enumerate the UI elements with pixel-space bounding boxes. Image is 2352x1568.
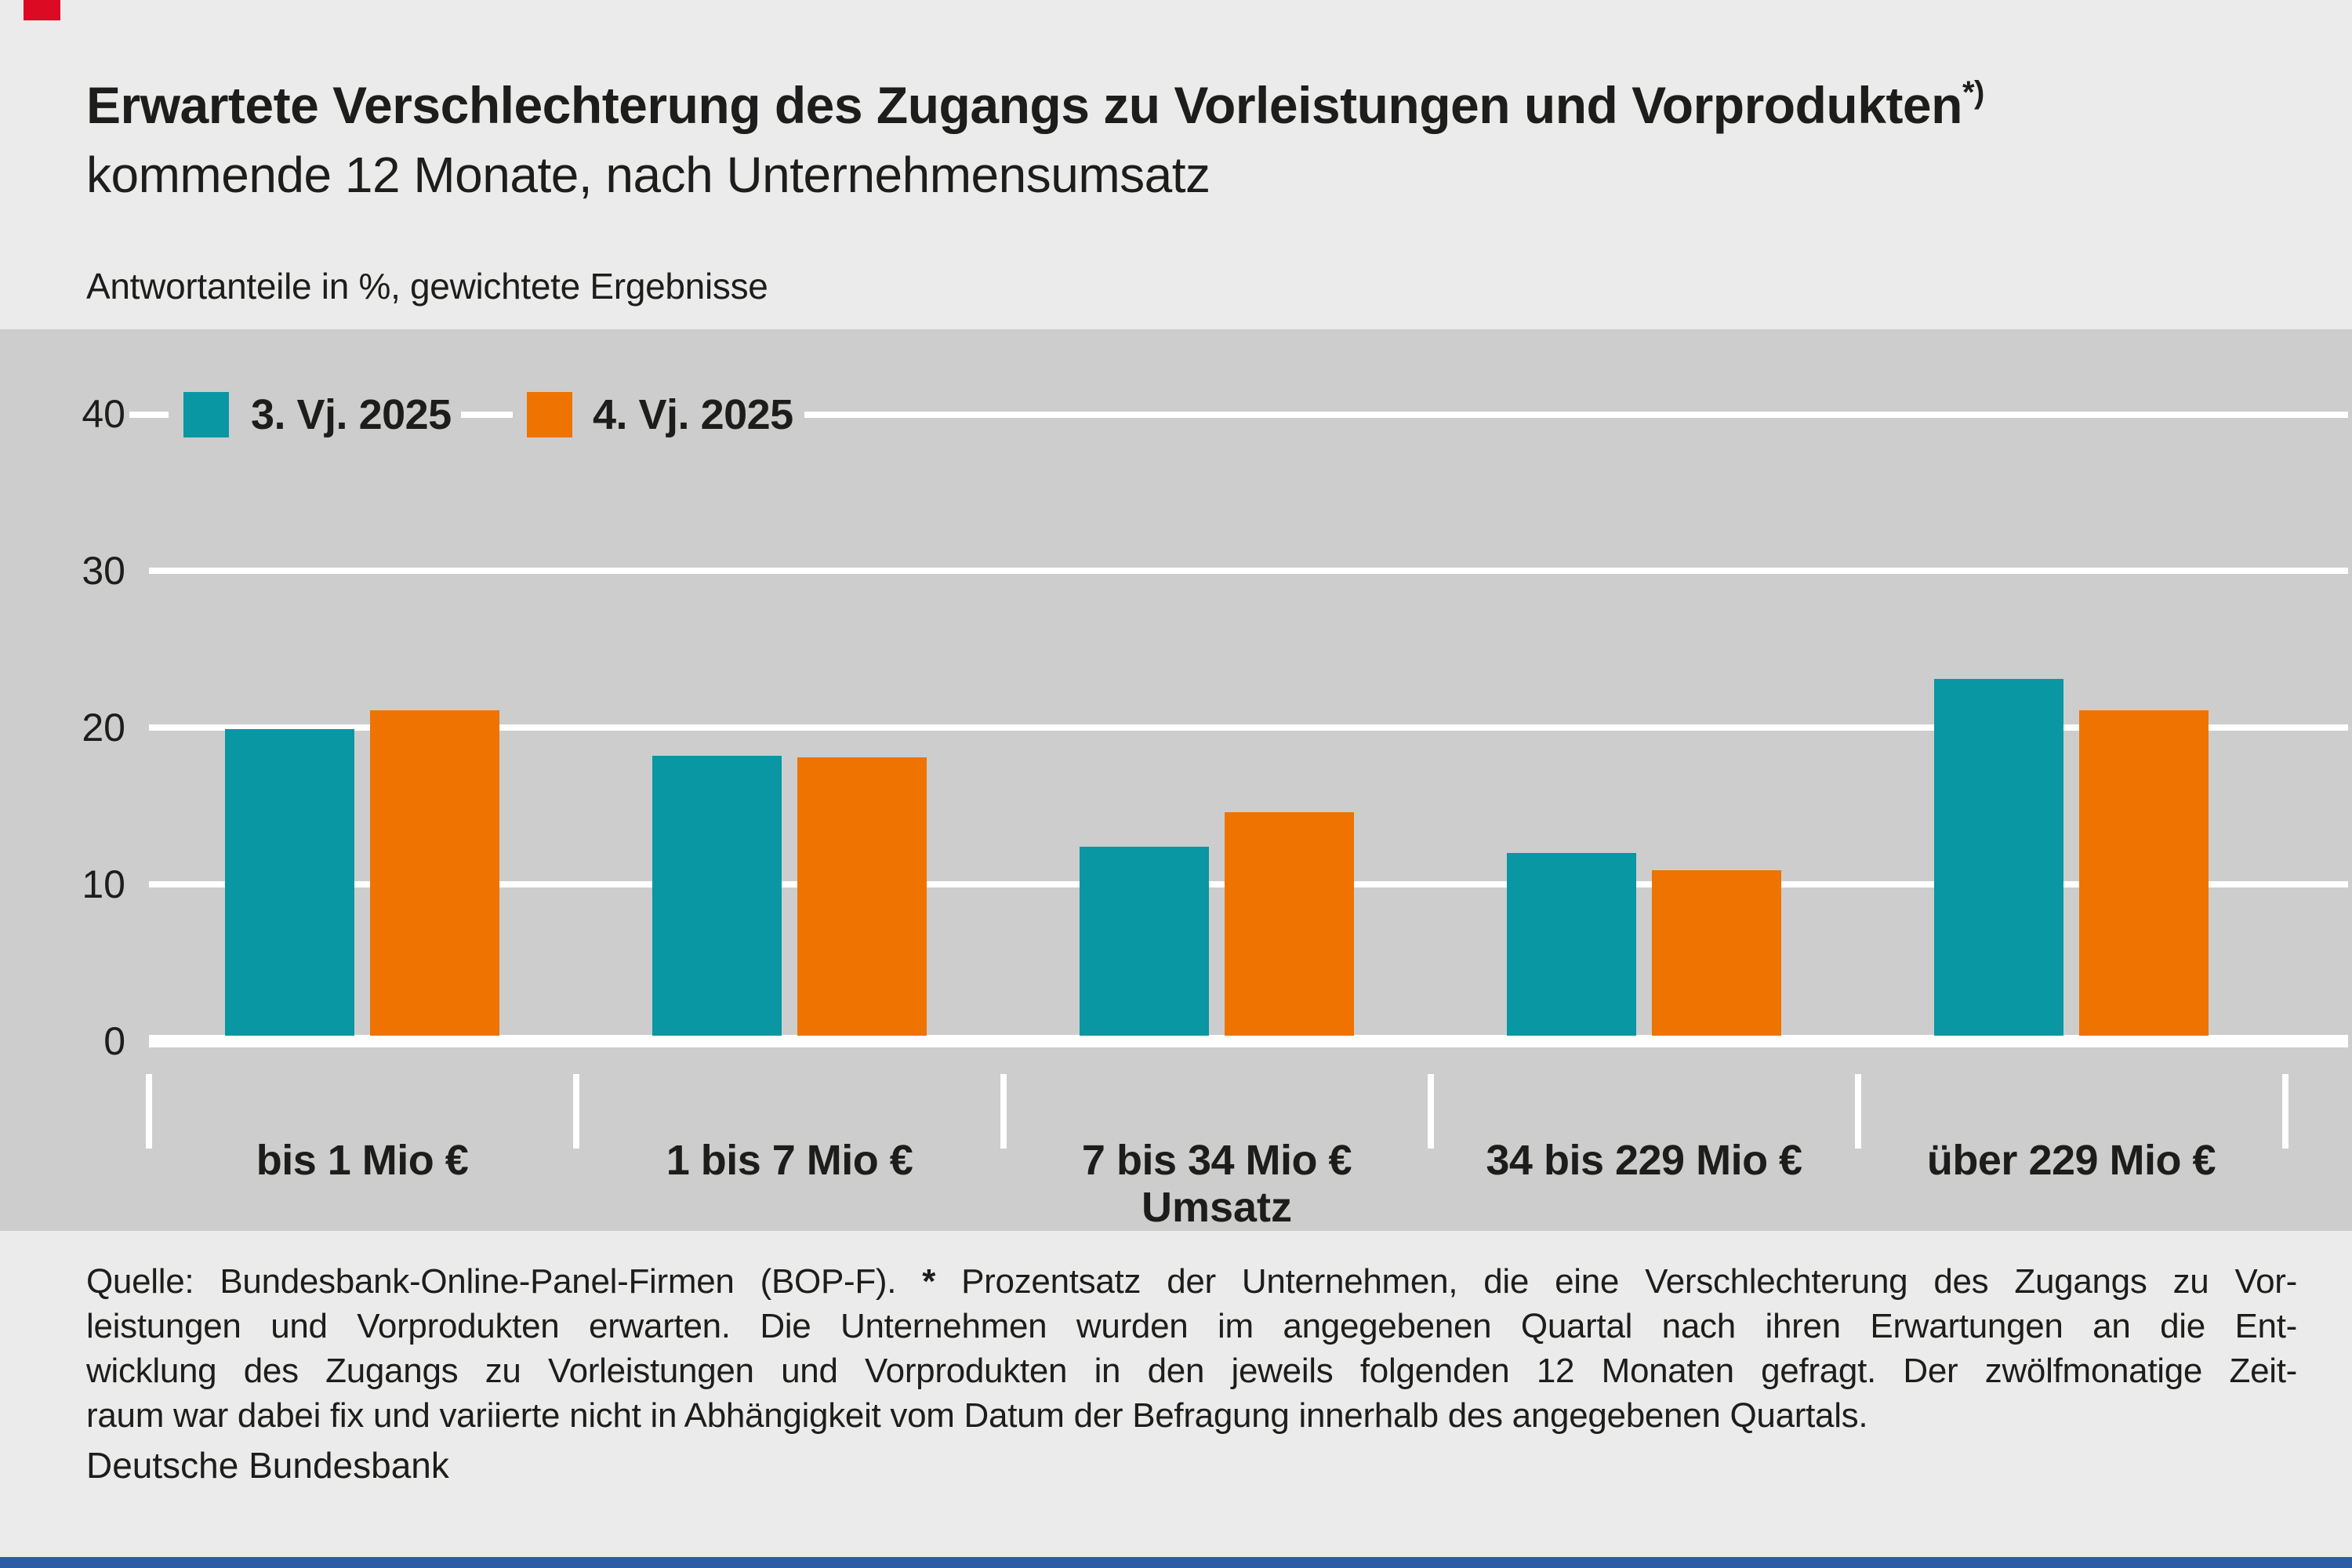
source-text: Prozentsatz der Unternehmen, die eine Ve… (935, 1262, 2297, 1301)
source-line: raum war dabei fix und variierte nicht i… (86, 1396, 1868, 1435)
gridline-20 (149, 724, 2348, 731)
source-line: wicklung des Zugangs zu Vorleistungen un… (86, 1352, 2297, 1390)
category-label-4: über 229 Mio € (1926, 1137, 2216, 1184)
y-axis-label-10: 10 (82, 862, 125, 906)
chart-title-text: Erwartete Verschlechterung des Zugangs z… (86, 76, 1962, 134)
gridline-segment (804, 412, 2348, 418)
gridline-segment (461, 412, 513, 418)
chart-title: Erwartete Verschlechterung des Zugangs z… (86, 75, 1984, 135)
bar-3-vj-2025-2 (1080, 847, 1209, 1036)
source-line: leistungen und Vorprodukten erwarten. Di… (86, 1307, 2297, 1345)
bar-4-vj-2025-3 (1652, 870, 1781, 1036)
bar-4-vj-2025-2 (1225, 812, 1354, 1036)
bar-3-vj-2025-1 (652, 756, 782, 1036)
source-note: Quelle: Bundesbank-Online-Panel-Firmen (… (86, 1259, 2297, 1438)
bar-3-vj-2025-4 (1934, 679, 2063, 1036)
tick-separator-4 (1855, 1074, 1861, 1149)
legend-label-q3-2025: 3. Vj. 2025 (251, 391, 452, 438)
category-label-0: bis 1 Mio € (256, 1137, 469, 1184)
category-label-2: 7 bis 34 Mio € (1081, 1137, 1352, 1184)
plot-area: 3. Vj. 2025 4. Vj. 2025 Umsatz 0 10 20 30 40… (0, 329, 2352, 1231)
tick-separator-0 (146, 1074, 152, 1149)
unit-label: Antwortanteile in %, gewichtete Ergebnis… (86, 266, 768, 307)
legend-label-q4-2025: 4. Vj. 2025 (593, 391, 793, 438)
y-axis-label-20: 20 (82, 706, 125, 750)
bottom-accent-bar (0, 1557, 2352, 1568)
bar-3-vj-2025-3 (1507, 853, 1636, 1036)
category-label-1: 1 bis 7 Mio € (666, 1137, 913, 1184)
legend-swatch-q4-2025 (527, 392, 572, 437)
bar-4-vj-2025-0 (370, 710, 499, 1036)
gridline-segment (129, 412, 169, 418)
source-text: Quelle: Bundesbank-Online-Panel-Firmen (… (86, 1262, 923, 1301)
publisher-label: Deutsche Bundesbank (86, 1445, 449, 1486)
bundesbank-brand-mark (24, 0, 60, 20)
source-line: Quelle: Bundesbank-Online-Panel-Firmen (… (86, 1259, 2297, 1304)
legend-swatch-q3-2025 (183, 392, 229, 437)
chart-title-footnote-marker: *) (1962, 75, 1984, 110)
chart-subtitle: kommende 12 Monate, nach Unternehmensums… (86, 147, 1210, 203)
footnote-asterisk: * (922, 1262, 936, 1301)
tick-separator-1 (573, 1074, 579, 1149)
y-axis-label-0: 0 (103, 1019, 125, 1063)
y-axis-label-30: 30 (82, 549, 125, 593)
gridline-30 (149, 568, 2348, 574)
category-label-3: 34 bis 229 Mio € (1486, 1137, 1802, 1184)
bar-4-vj-2025-4 (2079, 710, 2209, 1036)
y-axis-label-40: 40 (82, 392, 125, 436)
tick-separator-3 (1428, 1074, 1434, 1149)
x-axis-title: Umsatz (1141, 1184, 1293, 1231)
x-axis-baseline (149, 1035, 2348, 1047)
tick-separator-2 (1000, 1074, 1007, 1149)
bar-4-vj-2025-1 (797, 757, 927, 1036)
tick-separator-5 (2282, 1074, 2288, 1149)
bar-3-vj-2025-0 (225, 729, 354, 1036)
